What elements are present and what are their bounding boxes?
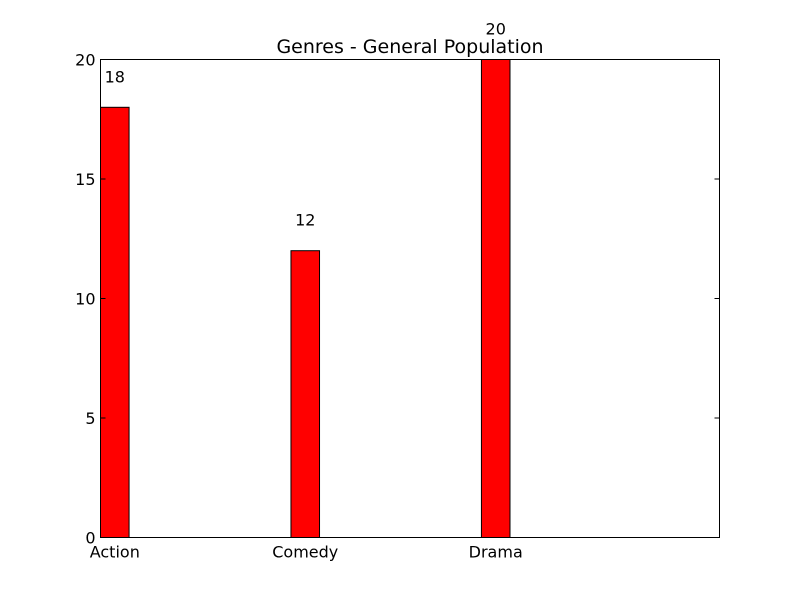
y-tick-label-20: 20 [75,51,95,70]
bars-group [100,59,511,539]
data-label-drama: 20 [486,20,506,39]
chart-title: Genres - General Population [276,36,543,58]
y-tick-label-10: 10 [75,290,95,309]
data-label-comedy: 12 [295,211,315,230]
data-label-action: 18 [105,67,125,86]
x-tick-label-drama: Drama [469,543,523,562]
plot-area-frame [100,59,720,538]
bar-drama [480,59,511,538]
bar-action [100,106,130,539]
y-tick-label-15: 15 [75,170,95,189]
y-tick-label-5: 5 [85,409,95,428]
x-axis-ticks: Action Comedy Drama [90,543,523,562]
data-labels-group: 18 12 20 [105,20,506,230]
bar-comedy [290,250,321,538]
x-tick-label-action: Action [90,543,140,562]
y-tick-label-0: 0 [85,529,95,548]
x-tick-label-comedy: Comedy [272,543,338,562]
